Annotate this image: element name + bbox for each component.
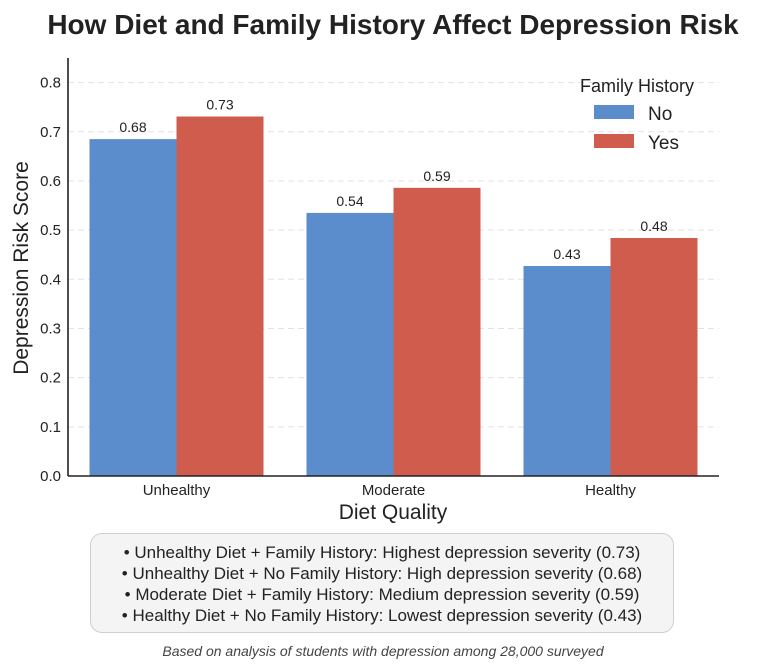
- y-tick-label: 0.3: [40, 320, 61, 337]
- bar-yes-unhealthy: [176, 116, 264, 477]
- y-tick-label: 0.0: [40, 468, 61, 485]
- summary-line: • Healthy Diet + No Family History: Lowe…: [121, 606, 643, 625]
- x-tick-label: Healthy: [585, 482, 636, 499]
- summary-line: • Unhealthy Diet + No Family History: Hi…: [121, 564, 643, 583]
- y-tick-label: 0.5: [40, 222, 61, 239]
- chart-title: How Diet and Family History Affect Depre…: [47, 9, 739, 40]
- y-ticks: 0.0 0.1 0.2 0.3 0.4 0.5 0.6 0.7 0.8: [40, 75, 61, 485]
- y-tick-label: 0.2: [40, 370, 61, 387]
- bars: [89, 116, 698, 477]
- data-label: 0.73: [206, 97, 233, 113]
- bar-yes-healthy: [610, 237, 698, 476]
- y-axis-label: Depression Risk Score: [10, 161, 33, 375]
- data-label: 0.54: [336, 193, 363, 209]
- data-label: 0.43: [553, 246, 580, 262]
- x-tick-label: Unhealthy: [143, 482, 211, 499]
- summary-line: • Unhealthy Diet + Family History: Highe…: [123, 543, 641, 562]
- footnote: Based on analysis of students with depre…: [162, 643, 604, 659]
- data-labels: 0.68 0.73 0.54 0.59 0.43 0.48: [119, 97, 667, 262]
- x-axis-label: Diet Quality: [339, 501, 448, 524]
- y-tick-label: 0.4: [40, 271, 61, 288]
- summary-line: • Moderate Diet + Family History: Medium…: [124, 585, 640, 604]
- legend-swatch-no: [594, 105, 634, 119]
- bar-yes-moderate: [393, 187, 481, 477]
- y-tick-label: 0.1: [40, 419, 61, 436]
- bar-no-healthy: [523, 266, 611, 476]
- bar-no-unhealthy: [89, 139, 177, 476]
- legend: Family History No Yes: [580, 76, 694, 154]
- legend-title: Family History: [580, 76, 694, 96]
- legend-label-yes: Yes: [648, 133, 679, 154]
- axes: [67, 58, 719, 477]
- y-tick-label: 0.8: [40, 75, 61, 92]
- bar-no-moderate: [306, 212, 394, 476]
- data-label: 0.48: [640, 218, 667, 234]
- x-tick-label: Moderate: [362, 482, 425, 499]
- legend-swatch-yes: [594, 134, 634, 148]
- legend-label-no: No: [648, 104, 672, 125]
- y-tick-label: 0.7: [40, 124, 61, 141]
- summary-box: • Unhealthy Diet + Family History: Highe…: [90, 533, 674, 633]
- x-ticks: Unhealthy Moderate Healthy: [143, 482, 637, 499]
- data-label: 0.68: [119, 119, 146, 135]
- data-label: 0.59: [423, 168, 450, 184]
- y-tick-label: 0.6: [40, 173, 61, 190]
